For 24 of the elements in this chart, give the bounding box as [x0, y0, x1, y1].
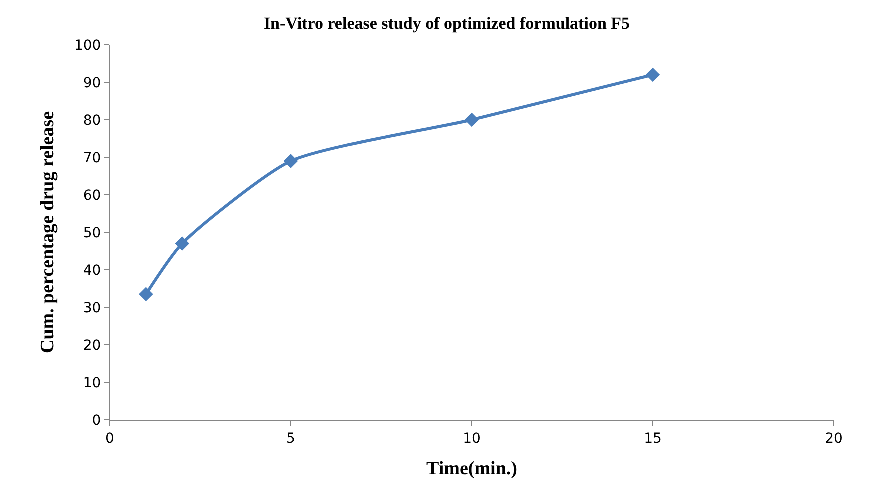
y-tick-label: 30 [83, 300, 102, 316]
y-tick-label: 50 [83, 225, 102, 242]
y-tick-label: 0 [92, 412, 102, 429]
x-tick-label: 15 [644, 430, 662, 447]
y-tick-label: 100 [74, 38, 102, 54]
y-tick-label: 80 [83, 112, 102, 129]
point [464, 112, 480, 128]
y-tick-label: 10 [83, 375, 102, 392]
x-tick-label: 5 [286, 430, 296, 447]
y-axis-title: Cum. percentage drug release [37, 111, 58, 354]
y-tick-label: 70 [83, 150, 102, 166]
x-axis-title: Time(min.) [426, 458, 518, 480]
y-tick-label: 20 [83, 338, 102, 354]
point [284, 154, 298, 168]
point [175, 236, 190, 251]
x-tick-label: 0 [106, 430, 114, 447]
y-tick-label: 90 [83, 75, 102, 92]
x-tick-label: 10 [463, 430, 481, 447]
x-tick-label: 20 [825, 430, 843, 447]
point [139, 287, 154, 302]
chart-title: In-Vitro release study of optimized formulation F5 [264, 14, 630, 33]
y-tick-label: 60 [83, 188, 102, 204]
y-tick-label: 40 [83, 262, 102, 279]
point [646, 68, 660, 82]
